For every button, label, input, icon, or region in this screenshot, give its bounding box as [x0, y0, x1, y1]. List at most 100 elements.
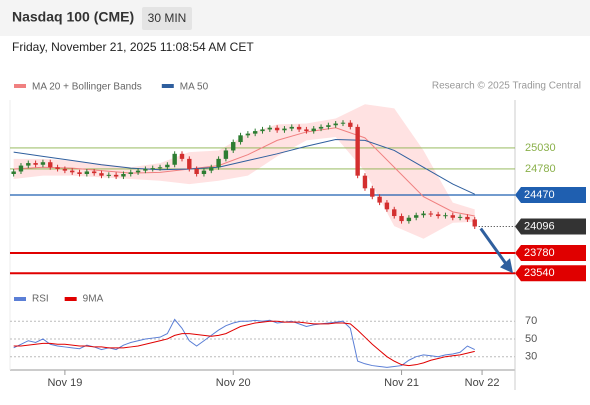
candle-body — [399, 216, 404, 222]
forecast-arrow — [479, 227, 509, 267]
candle-body — [223, 150, 229, 159]
candle-body — [362, 175, 368, 189]
chart-title: Nasdaq 100 (CME) — [12, 9, 134, 25]
candle-body — [40, 162, 46, 165]
candle-body — [70, 170, 75, 173]
candle-body — [18, 165, 24, 172]
candle-body — [457, 216, 463, 218]
moving-average — [13, 139, 475, 195]
candle-body — [26, 163, 31, 166]
candle-body — [157, 167, 163, 169]
legend-label: MA 50 — [180, 82, 209, 93]
indicator-line — [13, 318, 475, 368]
candle-body — [406, 217, 412, 222]
level-tag — [515, 265, 586, 282]
bollinger-band — [13, 104, 475, 239]
moving-average — [13, 127, 475, 217]
candle-body — [289, 126, 294, 129]
candle-body — [384, 202, 390, 210]
credit: Research © 2025 Trading Central — [432, 81, 581, 92]
candle-body — [377, 196, 382, 203]
header-bar — [0, 0, 590, 36]
candle-body — [187, 158, 192, 169]
timeframe-badge — [142, 7, 192, 30]
y-tick-label: 30 — [525, 351, 537, 363]
level-tag — [515, 245, 586, 262]
candle-body — [216, 158, 221, 168]
candle-body — [274, 127, 280, 131]
legend-swatch — [14, 297, 26, 301]
level-label: 23780 — [524, 247, 555, 259]
last-price-tag — [515, 218, 586, 235]
x-tick-label: Nov 21 — [384, 377, 419, 389]
candle-body — [443, 215, 448, 217]
candle-body — [318, 126, 324, 129]
candle-body — [450, 215, 455, 218]
candle-body — [392, 209, 397, 217]
candle-body — [370, 188, 375, 197]
level-label: 24470 — [524, 189, 555, 201]
candle-body — [267, 127, 273, 130]
candle-body — [231, 142, 236, 151]
candle-body — [209, 167, 214, 171]
candle-body — [48, 162, 53, 168]
level-tag — [515, 187, 586, 204]
candle-body — [238, 135, 243, 143]
candle-body — [348, 122, 353, 127]
candle-body — [135, 170, 141, 173]
indicator-line — [13, 320, 475, 367]
candle-body — [172, 153, 177, 165]
candle-body — [304, 129, 309, 132]
candle-body — [194, 168, 199, 174]
candle-body — [84, 171, 90, 174]
candle-body — [311, 128, 316, 132]
candle-body — [252, 131, 258, 134]
legend-swatch — [14, 84, 26, 88]
legend-swatch — [161, 84, 174, 88]
candle-body — [260, 129, 265, 132]
candle-body — [435, 214, 441, 217]
candle-body — [296, 126, 302, 130]
candle-body — [143, 168, 148, 171]
last-price-label: 24096 — [524, 220, 555, 232]
legend-label: RSI — [32, 294, 49, 305]
forecast-arrowhead — [500, 258, 513, 274]
timeframe: 30 MIN — [148, 11, 187, 25]
level-label: 24780 — [525, 163, 556, 175]
candle-body — [465, 216, 470, 220]
candle-body — [91, 171, 97, 174]
candle-body — [121, 174, 126, 177]
legend-swatch — [64, 297, 77, 301]
legend-label: 9MA — [83, 294, 104, 305]
candle-body — [33, 163, 38, 165]
x-tick-label: Nov 20 — [216, 377, 251, 389]
candle-body — [150, 168, 155, 170]
y-tick-label: 50 — [525, 333, 537, 345]
candle-body — [179, 153, 185, 159]
candle-body — [55, 167, 60, 169]
candle-body — [245, 133, 251, 136]
candle-body — [165, 164, 170, 168]
candle-body — [128, 172, 133, 174]
x-tick-label: Nov 19 — [47, 377, 82, 389]
candle-body — [11, 171, 16, 174]
y-tick-label: 70 — [525, 315, 537, 327]
candle-body — [428, 213, 434, 215]
candle-body — [414, 215, 419, 218]
candle-body — [62, 168, 68, 171]
legend-label: MA 20 + Bollinger Bands — [32, 82, 142, 93]
candle-body — [201, 170, 207, 174]
level-label: 25030 — [525, 142, 556, 154]
candle-body — [106, 174, 111, 176]
candle-body — [472, 219, 477, 227]
candle-body — [333, 123, 338, 126]
candle-body — [355, 126, 360, 176]
candle-body — [113, 174, 119, 177]
candle-body — [326, 125, 331, 127]
x-tick-label: Nov 22 — [465, 377, 500, 389]
candle-body — [282, 128, 287, 131]
candle-body — [421, 213, 426, 216]
timestamp: Friday, November 21, 2025 11:08:54 AM CE… — [12, 40, 254, 54]
level-label: 23540 — [524, 267, 555, 279]
